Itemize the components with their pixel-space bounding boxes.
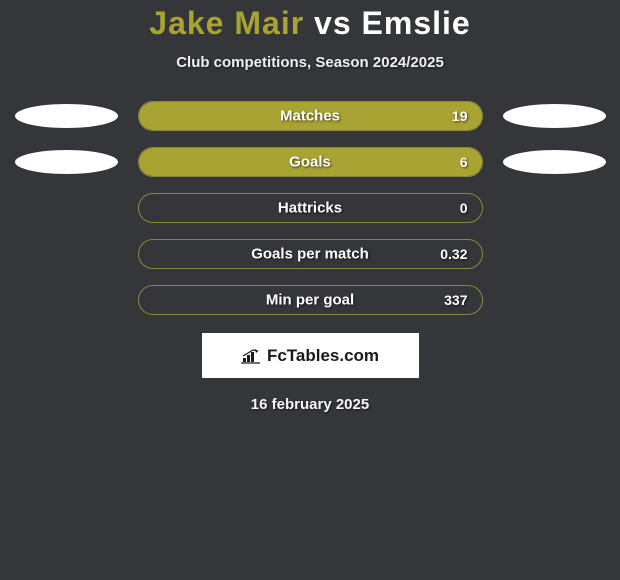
stat-value: 19 bbox=[452, 108, 468, 124]
stat-bar: Matches 19 bbox=[138, 101, 483, 131]
stat-value: 6 bbox=[460, 154, 468, 170]
player2-indicator bbox=[503, 150, 606, 174]
stat-bar: Min per goal 337 bbox=[138, 285, 483, 315]
stats-row: Hattricks 0 bbox=[0, 193, 620, 223]
stat-value: 0 bbox=[460, 200, 468, 216]
player1-name: Jake Mair bbox=[149, 5, 304, 41]
stat-label: Matches bbox=[280, 108, 340, 125]
stat-label: Goals bbox=[289, 154, 331, 171]
date-label: 16 february 2025 bbox=[0, 396, 620, 413]
player2-indicator bbox=[503, 104, 606, 128]
stats-row: Goals per match 0.32 bbox=[0, 239, 620, 269]
logo-text: FcTables.com bbox=[267, 346, 379, 366]
player1-indicator bbox=[15, 150, 118, 174]
stat-value: 0.32 bbox=[440, 246, 467, 262]
stat-label: Hattricks bbox=[278, 200, 342, 217]
stats-area: Matches 19 Goals 6 Hattricks 0 Goals per match… bbox=[0, 101, 620, 315]
stats-row: Goals 6 bbox=[0, 147, 620, 177]
player2-name: Emslie bbox=[362, 5, 471, 41]
subtitle: Club competitions, Season 2024/2025 bbox=[0, 54, 620, 71]
comparison-widget: Jake Mair vs Emslie Club competitions, S… bbox=[0, 0, 620, 413]
player1-indicator bbox=[15, 104, 118, 128]
stat-label: Goals per match bbox=[251, 246, 369, 263]
fctables-logo[interactable]: FcTables.com bbox=[202, 333, 419, 378]
stats-row: Min per goal 337 bbox=[0, 285, 620, 315]
stat-value: 337 bbox=[444, 292, 467, 308]
stats-row: Matches 19 bbox=[0, 101, 620, 131]
chart-icon bbox=[241, 348, 261, 364]
page-title: Jake Mair vs Emslie bbox=[0, 5, 620, 42]
stat-bar: Hattricks 0 bbox=[138, 193, 483, 223]
stat-label: Min per goal bbox=[266, 292, 354, 309]
vs-label: vs bbox=[314, 5, 352, 41]
stat-bar: Goals per match 0.32 bbox=[138, 239, 483, 269]
stat-bar: Goals 6 bbox=[138, 147, 483, 177]
